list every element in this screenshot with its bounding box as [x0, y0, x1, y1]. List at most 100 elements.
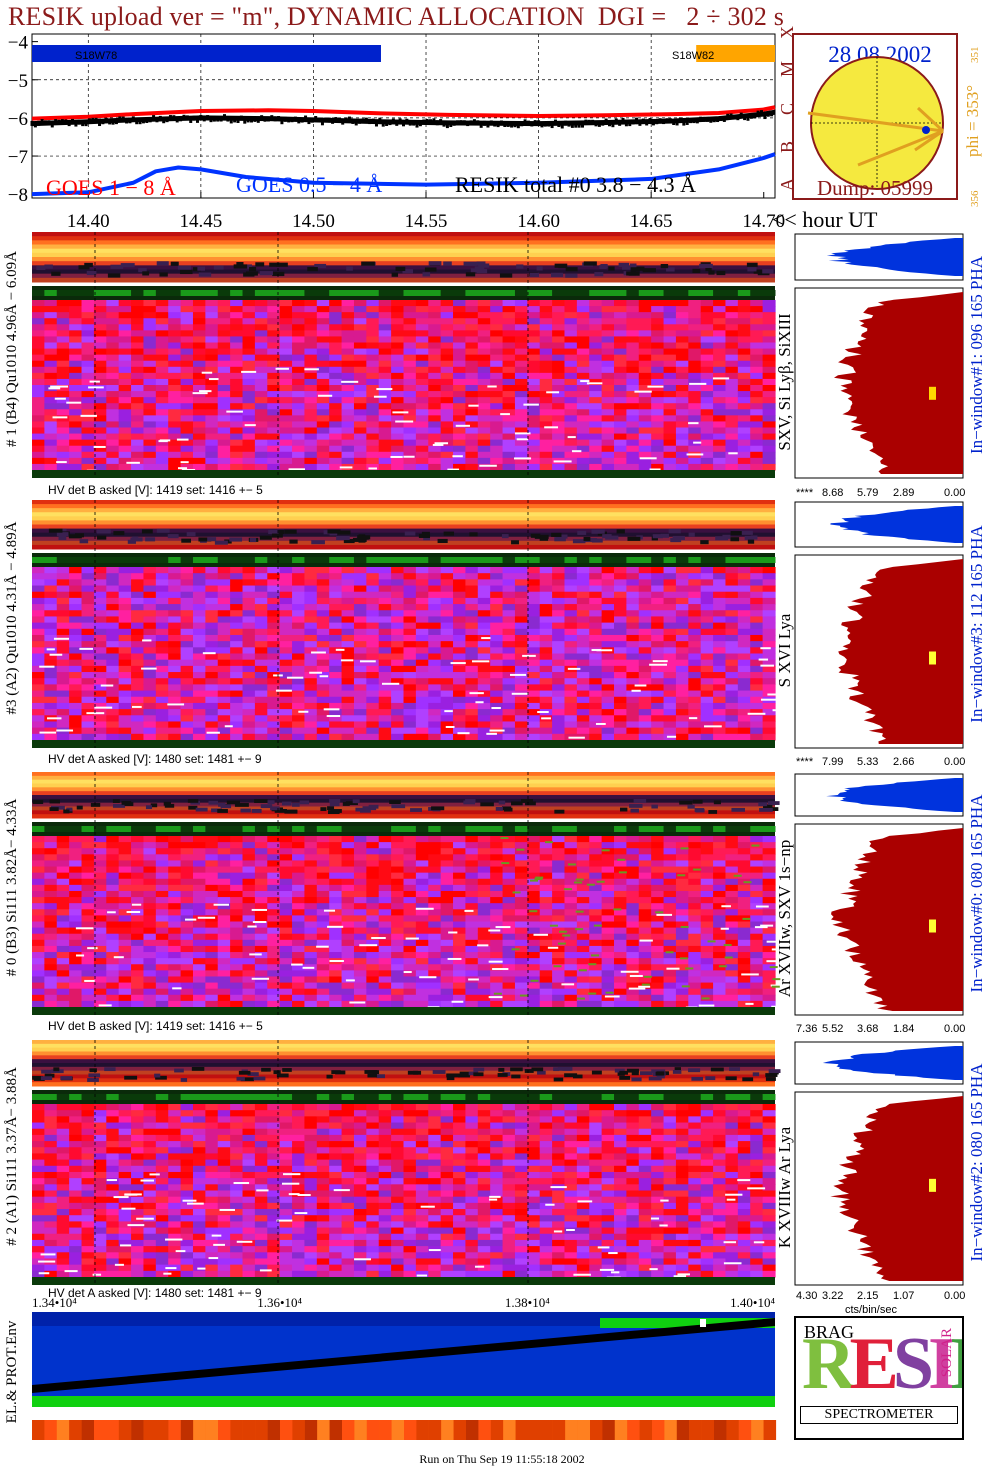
spectrum-cell-1-56-3	[725, 585, 739, 593]
spectrum-cell-1-9-2	[143, 579, 157, 587]
spectrum-cell-0-20-6	[279, 336, 293, 344]
spectrum-cell-0-31-2	[415, 312, 429, 319]
spectrum-top-cell-1-46	[601, 557, 615, 563]
spectrum-cell-1-51-17	[663, 672, 677, 679]
spectrum-cell-2-12-0	[180, 836, 194, 843]
spectrum-cell-0-19-12	[267, 372, 281, 380]
spectrum-cell-0-16-15	[230, 391, 244, 398]
spectrum-cell-2-8-26	[131, 994, 145, 1002]
spectrum-cell-2-16-23	[230, 976, 244, 984]
spectrum-cell-0-10-23	[155, 439, 169, 447]
spectrum-cell-1-48-6	[626, 604, 640, 611]
spectrum-cell-1-57-14	[737, 653, 751, 661]
spectrum-cell-1-45-20	[589, 690, 603, 698]
band-speck-1-22	[501, 534, 509, 539]
spectrum-cell-0-58-21	[750, 427, 764, 435]
spectrum-cell-1-14-24	[205, 715, 219, 723]
spectrum-cell-0-38-24	[502, 445, 516, 453]
spectrum-cell-1-11-9	[168, 622, 182, 630]
spectrum-cell-1-34-2	[453, 579, 467, 587]
spectrum-cell-0-59-17	[762, 403, 776, 410]
spectrum-cell-1-23-0	[316, 567, 330, 574]
spectrum-speck-0-44	[376, 388, 393, 391]
resik-point-91	[337, 117, 341, 123]
band-speck-1-18	[58, 535, 67, 540]
spectrum-cell-1-43-14	[564, 653, 578, 661]
spectrum-cell-2-13-3	[192, 854, 206, 862]
spectrum-cell-0-31-20	[415, 421, 429, 429]
spectrum-cell-1-38-6	[502, 604, 516, 611]
spectrum-cell-0-24-20	[329, 421, 343, 429]
spectrum-cell-2-20-23	[279, 976, 293, 984]
spectrum-cell-2-19-15	[267, 927, 281, 935]
spectrum-cell-0-52-1	[675, 306, 689, 313]
spectrum-cell-1-56-24	[725, 715, 739, 723]
resik-point-181	[641, 118, 645, 124]
spectrum-cell-1-33-20	[440, 690, 454, 698]
spectrum-cell-1-52-6	[675, 604, 689, 611]
spectrum-cell-2-20-21	[279, 964, 293, 971]
spectrum-cell-1-52-27	[675, 733, 689, 741]
resik-point-184	[651, 120, 655, 126]
spectrum-cell-0-14-23	[205, 439, 219, 447]
spectrum-cell-2-8-5	[131, 866, 145, 874]
spectrum-cell-0-16-0	[230, 300, 244, 307]
spectrum-cell-0-16-13	[230, 378, 244, 386]
spectrum-cell-1-12-13	[180, 647, 194, 655]
spectrum-cell-1-24-0	[329, 567, 343, 574]
spectrum-cell-1-14-15	[205, 659, 219, 667]
spectrum-cell-1-22-15	[304, 659, 318, 667]
spectrum-cell-1-21-25	[292, 721, 306, 729]
resik-point-8	[57, 119, 61, 125]
spectrum-cell-1-16-21	[230, 696, 244, 704]
band-speck-2-50	[759, 807, 773, 812]
spectrum-cell-1-33-11	[440, 634, 454, 642]
resik-point-77	[290, 117, 294, 123]
spectrum-cell-2-1-19	[44, 952, 58, 959]
spectrum-cell-0-50-22	[651, 433, 665, 441]
spectrum-cell-0-57-14	[737, 385, 751, 392]
resik-point-43	[175, 117, 179, 123]
spectrum-cell-2-3-21	[69, 964, 83, 971]
spectrum-cell-1-48-15	[626, 659, 640, 667]
spectrum-cell-0-16-21	[230, 427, 244, 435]
x-tick-label-3: 14.55	[405, 211, 448, 232]
spectrum-cell-0-8-18	[131, 409, 145, 416]
spectrum-cell-2-4-25	[81, 988, 95, 996]
spectrum-cell-1-6-16	[106, 665, 120, 673]
spectrum-top-cell-2-59	[762, 826, 776, 832]
spectrum-cell-1-58-12	[750, 641, 764, 648]
spectrum-cell-0-22-16	[304, 397, 318, 404]
spectrum-cell-0-44-7	[576, 342, 590, 350]
spectrum-speck-1-67	[224, 725, 233, 728]
spectrum-cell-0-10-0	[155, 300, 169, 307]
spectrum-cell-0-9-14	[143, 385, 157, 392]
spectrum-cell-0-59-11	[762, 366, 776, 374]
spectrum-cell-0-34-13	[453, 378, 467, 386]
spectrum-cell-0-55-15	[713, 391, 727, 398]
spectrum-cell-2-22-6	[304, 872, 318, 880]
spectrum-cell-0-43-10	[564, 360, 578, 368]
spectrum-cell-1-15-6	[217, 604, 231, 611]
spectrum-cell-0-57-4	[737, 324, 751, 331]
spectrum-cell-0-39-21	[514, 427, 528, 435]
spectrum-top-cell-0-48	[626, 290, 640, 296]
spectrum-cell-0-2-15	[56, 391, 70, 398]
spectrum-cell-1-30-18	[403, 678, 417, 685]
resik-point-197	[695, 118, 699, 124]
spectrum-cell-1-30-1	[403, 573, 417, 580]
spectrum-cell-1-15-24	[217, 715, 231, 723]
spectrum-cell-0-57-8	[737, 348, 751, 356]
spectrum-cell-1-34-6	[453, 604, 467, 611]
band-speck-2-85	[121, 801, 132, 805]
spectrum-cell-1-54-25	[700, 721, 714, 729]
band-speck-1-56	[337, 530, 351, 535]
spectrum-cell-0-16-23	[230, 439, 244, 447]
band-speck-1-13	[224, 539, 232, 544]
spectrum-cell-0-27-18	[366, 409, 380, 416]
spectrum-cell-1-10-0	[155, 567, 169, 574]
spectrum-cell-1-54-27	[700, 733, 714, 741]
band-speck-1-88	[747, 539, 755, 544]
spectrum-cell-0-46-27	[601, 463, 615, 471]
spectrum-cell-1-42-6	[552, 604, 566, 611]
